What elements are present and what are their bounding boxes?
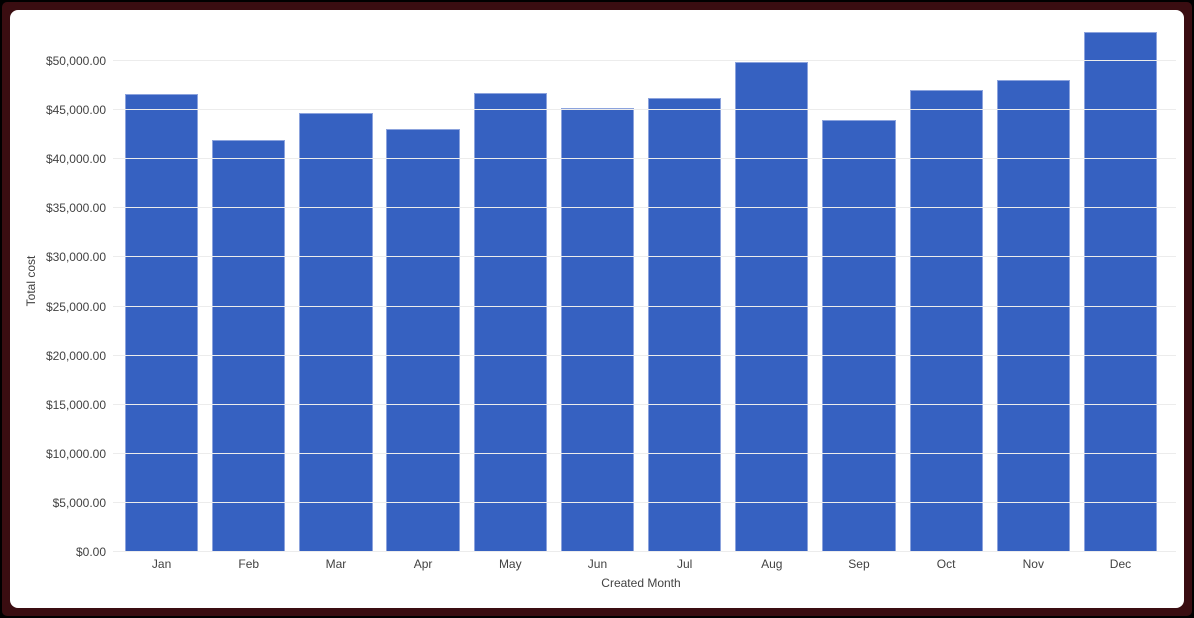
x-axis-labels: Jan Feb Mar Apr May Jun Jul Aug Sep Oct Nov Dec [118,557,1164,572]
bar-apr[interactable] [386,128,460,552]
y-tick-label: $35,000.00 [45,201,106,216]
y-tick-label: $15,000.00 [45,397,106,412]
x-tick-label: Mar [325,557,347,571]
gridline [113,305,1176,307]
gridline [113,501,1176,503]
bar-oct[interactable] [909,90,983,552]
bar-slot [1077,10,1164,552]
bar-slot [728,10,815,552]
gridline [113,109,1176,111]
bar-slot [815,10,902,552]
y-tick-label: $20,000.00 [45,348,106,363]
x-tick-label: Oct [936,557,956,571]
gridline [113,207,1176,209]
bar-jun[interactable] [560,108,635,552]
y-tick-label: $45,000.00 [45,103,106,118]
gridline [113,256,1176,258]
x-tick-label: Nov [1022,557,1044,571]
x-tick-label: Apr [413,557,433,571]
x-tick-label: May [498,557,522,571]
bar-mar[interactable] [299,113,373,552]
x-tick-label: Jul [676,557,693,571]
gridline [113,354,1176,356]
bar-feb[interactable] [212,140,286,552]
x-tick-label: Sep [848,557,870,571]
bar-slot [380,10,467,552]
bar-sep[interactable] [822,119,896,552]
gridline [113,452,1176,454]
bar-dec[interactable] [1083,32,1158,552]
plot-area [113,10,1176,552]
x-tick-label: Jun [587,557,608,571]
gridline [113,403,1176,405]
y-tick-label: $40,000.00 [45,152,106,167]
bar-slot [641,10,728,552]
gridline [113,158,1176,160]
y-tick-label: $0.00 [75,545,106,559]
gridline [113,60,1176,62]
x-tick-label: Jan [151,557,172,571]
bar-slot [118,10,205,552]
bar-slot [990,10,1077,552]
bar-slot [554,10,641,552]
bar-jul[interactable] [648,97,722,552]
x-tick-label: Dec [1109,557,1132,571]
y-tick-label: $30,000.00 [45,250,106,265]
y-tick-label: $10,000.00 [45,446,106,461]
y-axis: $0.00 $5,000.00 $10,000.00 $15,000.00 $20,00… [0,10,106,559]
gridline [113,551,1176,552]
x-tick-label: Aug [761,557,783,571]
y-tick-label: $5,000.00 [52,495,106,510]
bar-slot [903,10,990,552]
bar-slot [292,10,379,552]
y-tick-label: $50,000.00 [45,54,106,69]
y-tick-label: $25,000.00 [45,299,106,314]
bar-slot [467,10,554,552]
bar-slot [205,10,292,552]
bar-jan[interactable] [124,93,199,552]
bar-may[interactable] [473,92,547,552]
bar-aug[interactable] [735,62,809,552]
bars-region [118,10,1164,552]
bar-nov[interactable] [996,79,1070,552]
x-axis-title: Created Month [601,576,681,590]
x-tick-label: Feb [238,557,260,571]
